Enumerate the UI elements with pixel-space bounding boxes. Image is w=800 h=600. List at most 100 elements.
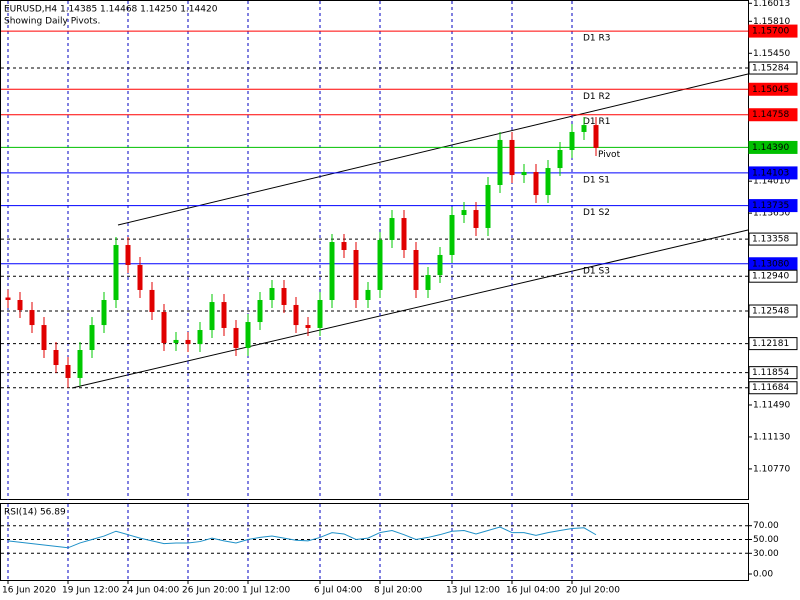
rsi-panel [0,503,749,581]
symbol-info: EURUSD,H4 1.14385 1.14468 1.14250 1.1442… [4,5,218,15]
candle-body [149,289,155,312]
price-box [748,337,798,351]
candle-body [425,275,431,290]
candle-body [101,300,107,326]
candle-body [53,350,59,366]
candle-body [185,339,191,344]
candle-body [89,325,95,350]
candle-body [233,327,239,348]
price-box [748,366,798,380]
price-box [748,108,798,122]
candle-body [113,245,119,300]
candle-body [317,300,323,328]
rsi-tick-label: 70.00 [753,521,779,531]
x-tick-label: 13 Jul 12:00 [446,586,500,596]
candle-body [521,172,527,176]
candle-body [269,288,275,300]
price-box [748,269,798,283]
price-box-label: 1.12548 [752,307,789,317]
price-box [748,24,798,38]
candle-body [557,150,563,169]
candle-body [29,310,35,326]
candle-body [5,297,11,300]
candle-body [281,288,287,305]
candle-body [353,250,359,300]
channel-upper [117,73,749,226]
level-name: D1 R2 [583,92,611,102]
candle-body [581,125,587,132]
y-tick-label: 1.15450 [753,49,790,59]
candle-body [545,168,551,196]
x-tick-label: 6 Jul 04:00 [314,586,363,596]
price-box-label: 1.13735 [752,201,789,211]
x-tick-label: 24 Jun 04:00 [122,586,179,596]
subtitle: Showing Daily Pivots. [4,17,100,27]
candle-body [377,239,383,290]
level-name: D1 S1 [583,175,610,185]
x-tick-label: 19 Jun 12:00 [62,586,119,596]
channel-lower [71,229,749,389]
candle-body [305,325,311,328]
y-tick-label: 1.15810 [753,17,790,27]
price-box-label: 1.14758 [752,110,789,120]
candle-body [461,210,467,216]
level-name: Pivot [598,150,621,160]
price-box-label: 1.13358 [752,235,789,245]
price-box-label: 1.12181 [752,339,789,349]
candle-body [329,242,335,300]
price-box [748,381,798,395]
candle-body [65,365,71,378]
y-tick-label: 1.11490 [753,400,790,410]
candle-body [485,184,491,228]
candle-body [161,311,167,343]
candle-body [41,325,47,350]
price-box-label: 1.12940 [752,272,789,282]
price-box [748,199,798,213]
price-box-label: 1.13080 [752,259,789,269]
rsi-tick-label: 30.00 [753,549,779,559]
x-tick-label: 26 Jun 20:00 [182,586,239,596]
price-box-label: 1.15284 [752,64,789,74]
candle-body [497,139,503,185]
y-tick-label: 1.14010 [753,177,790,187]
price-box [748,140,798,154]
price-box-label: 1.15045 [752,85,789,95]
rsi-title: RSI(14) 56.89 [4,508,66,518]
candle-body [197,330,203,344]
price-box-label: 1.15700 [752,27,789,37]
candle-body [509,139,515,176]
price-box-label: 1.14103 [752,168,789,178]
x-tick-label: 16 Jul 04:00 [506,586,560,596]
y-tick-label: 1.10770 [753,464,790,474]
rsi-line [7,526,597,549]
candle-body [341,242,347,250]
level-name: D1 S3 [583,266,610,276]
candle-body [437,254,443,276]
candle-body [257,300,263,323]
x-tick-label: 8 Jul 20:00 [374,586,423,596]
price-box [748,304,798,318]
candle-body [401,218,407,250]
candle-body [77,350,83,378]
price-box [748,166,798,180]
candle-body [413,250,419,290]
level-name: D1 R1 [583,117,611,127]
y-tick-label: 1.16013 [753,0,790,9]
candle-body [593,125,599,148]
price-box [748,82,798,96]
candle-body [209,302,215,331]
level-name: D1 R3 [583,34,611,44]
candle-body [533,172,539,196]
candle-body [125,245,131,266]
price-box-label: 1.11854 [752,368,789,378]
y-tick-label: 1.11130 [753,432,790,442]
candle-body [365,289,371,300]
candle-body [569,131,575,150]
x-tick-label: 20 Jul 20:00 [566,586,620,596]
candle-body [473,210,479,228]
candle-body [173,339,179,343]
candle-body [17,300,23,311]
